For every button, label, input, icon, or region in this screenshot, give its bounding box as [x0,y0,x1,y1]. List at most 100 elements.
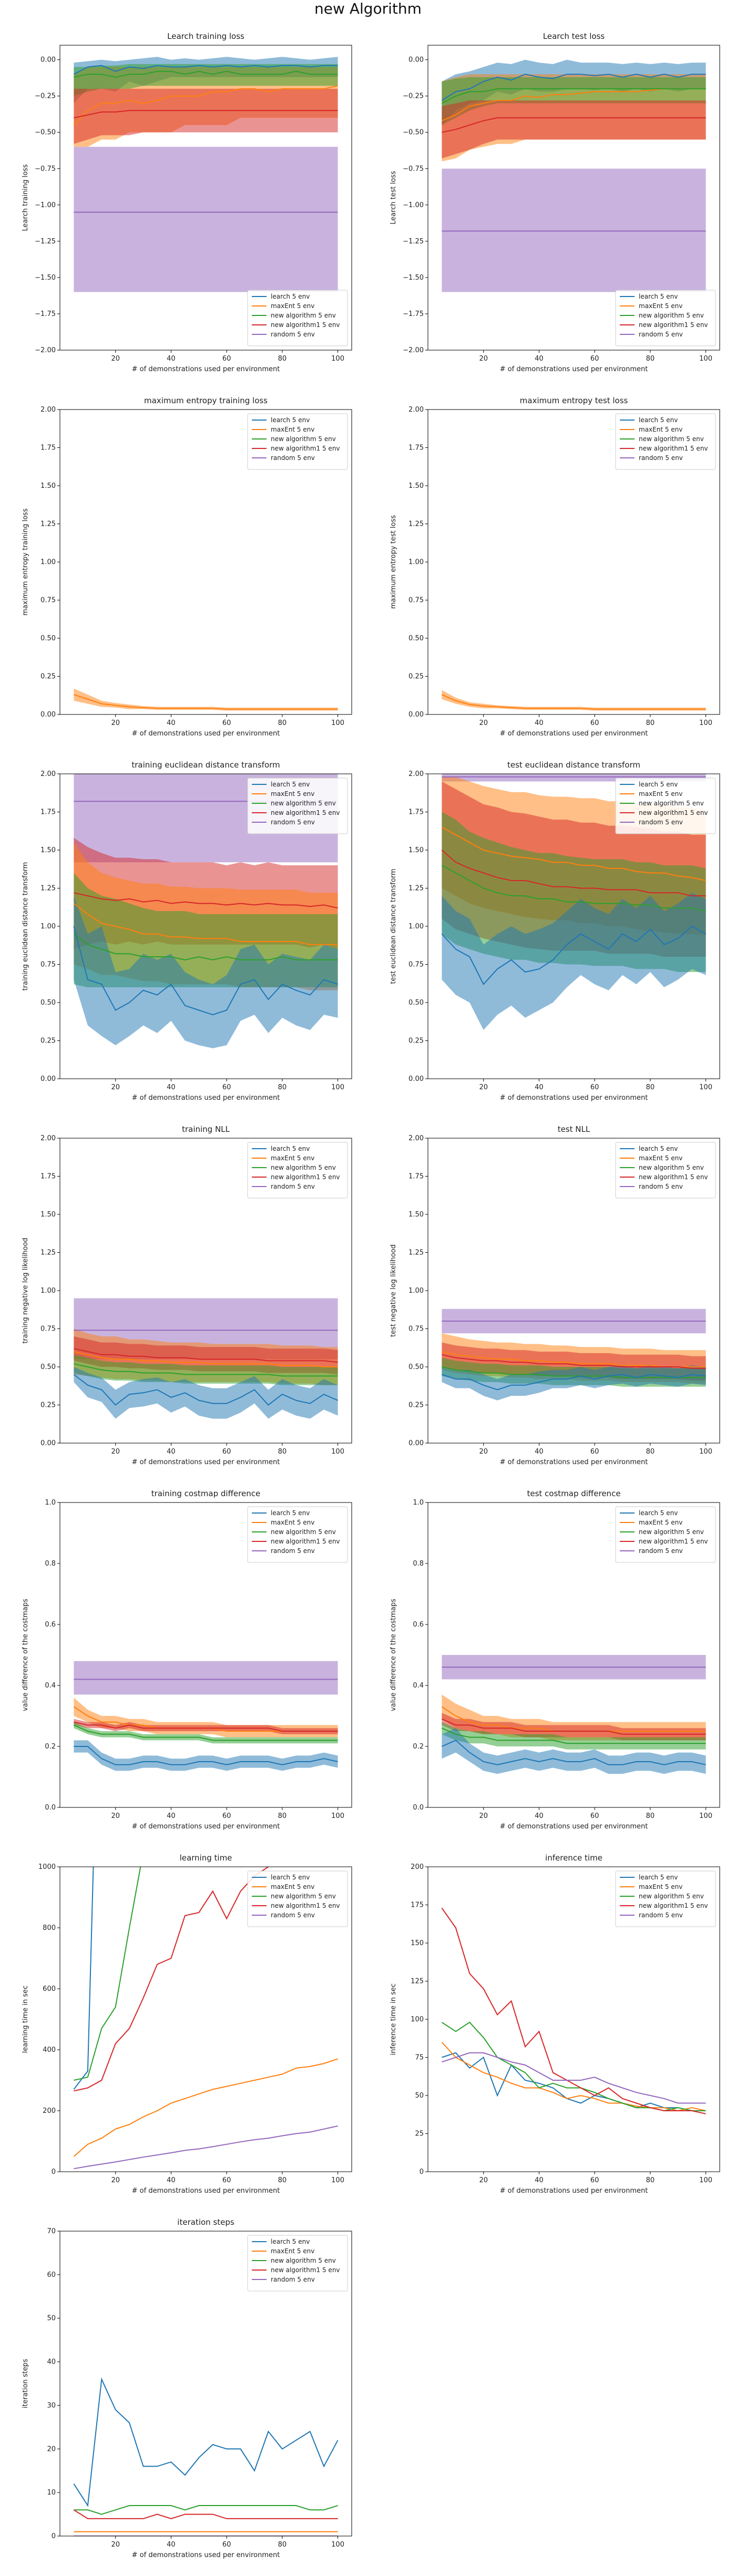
legend-label: new algorithm1 5 env [639,321,708,329]
x-tick-label: 20 [111,355,120,363]
legend-label: learch 5 env [639,1509,678,1517]
y-tick-label: 1.00 [408,923,424,931]
legend-label: maxEnt 5 env [271,426,314,433]
chart-panel-3: maximum entropy test loss 20 40 60 80 100 0.00… [390,396,720,738]
x-tick-label: 60 [590,2176,599,2184]
series-line-new_algorithm1 [441,850,706,896]
x-axis-label: # of demonstrations used per environment [132,2551,280,2559]
series-line-new_algorithm [442,1366,706,1378]
x-axis-label: # of demonstrations used per environment [132,1458,280,1466]
series-line-random [442,2052,706,2104]
x-tick-label: 100 [699,1083,712,1091]
legend-label: new algorithm1 5 env [271,445,340,452]
series-line-new_algorithm [73,933,338,960]
y-tick-label: 0.25 [408,673,424,681]
y-tick-label: 0.00 [408,1075,424,1083]
y-tick-label: 1.0 [45,1499,56,1507]
x-tick-label: 20 [479,2176,488,2184]
series-line-learch [441,74,706,101]
y-tick-label: 0.75 [408,961,424,969]
legend: learch 5 env maxEnt 5 env new algorithm 5 … [615,778,716,834]
chart-panel-0: Learch training loss 20 40 60 80 100 −2.00 −1.7… [22,32,352,373]
x-axis-label: # of demonstrations used per environment [132,730,280,738]
y-tick-label: 125 [411,1978,424,1986]
legend-label: new algorithm1 5 env [271,809,340,816]
x-tick-label: 80 [278,1812,287,1820]
x-tick-label: 40 [535,2176,544,2184]
band-new_algorithm [442,1722,706,1750]
legend-label: random 5 env [271,1911,315,1919]
y-axis-label: Learch test loss [390,171,397,224]
y-tick-label: 200 [411,1863,424,1871]
legend: learch 5 env maxEnt 5 env new algorithm 5 … [615,413,716,470]
series-line-maxEnt [74,694,338,710]
chart-panel-1: Learch test loss 20 40 60 80 100 −2.00 −1.75 −1.… [390,32,720,373]
y-tick-label: 1.00 [40,1287,56,1295]
x-tick-label: 100 [331,355,344,363]
axes-frame [59,1866,352,2172]
x-tick-label: 100 [331,1448,344,1456]
y-tick-label: 0.00 [408,56,424,64]
y-tick-label: 1.50 [40,846,56,854]
y-axis-label: maximum entropy test loss [390,515,397,609]
plot-area [73,57,338,292]
legend-label: new algorithm 5 env [271,1164,336,1171]
series-line-maxEnt [441,694,706,710]
legend-label: new algorithm1 5 env [271,1173,340,1181]
series-line-new_algorithm1 [442,117,706,133]
x-tick-label: 60 [590,1083,599,1091]
x-tick-label: 20 [111,719,120,727]
x-tick-label: 60 [222,1083,231,1091]
legend-label: random 5 env [271,454,315,462]
y-tick-label: −0.25 [35,93,56,100]
series-line-new_algorithm1 [442,1354,706,1369]
y-tick-label: 1.75 [408,444,424,452]
x-tick-label: 80 [646,1812,655,1820]
chart-title: test euclidean distance transform [507,760,640,770]
band-new_algorithm [74,1722,338,1744]
legend-label: random 5 env [639,1547,683,1555]
legend-label: learch 5 env [271,416,310,424]
chart-title: maximum entropy training loss [144,396,268,405]
series-line-random [74,2125,338,2170]
legend-box [247,1506,348,1563]
band-learch [442,893,706,1030]
y-tick-label: 0.8 [45,1560,56,1568]
x-tick-label: 60 [222,719,231,727]
x-axis-label: # of demonstrations used per environment [132,1823,280,1831]
legend-label: random 5 env [271,1183,315,1190]
y-tick-label: 75 [415,2054,424,2062]
legend-label: new algorithm1 5 env [271,1902,340,1909]
legend-label: maxEnt 5 env [639,1883,682,1890]
y-tick-label: 600 [43,1985,56,1993]
y-tick-label: 2.00 [40,406,56,414]
y-tick-label: 0.50 [40,635,56,642]
legend-label: new algorithm1 5 env [639,1538,708,1545]
series-line-maxEnt [73,85,338,126]
y-tick-label: 1.25 [40,885,56,893]
y-axis-label: test negative log likelihood [390,1244,397,1337]
plot-area [441,1907,706,2114]
y-tick-label: 0.25 [408,1037,424,1045]
x-tick-label: 100 [331,1083,344,1091]
y-tick-label: 1.50 [408,482,424,490]
x-tick-label: 60 [590,1448,599,1456]
x-tick-label: 40 [535,719,544,727]
x-tick-label: 20 [479,719,488,727]
series-line-new_algorithm1 [74,1867,269,2092]
y-tick-label: 30 [47,2401,56,2409]
y-tick-label: 0.2 [413,1743,424,1751]
y-tick-label: 0.00 [408,1439,424,1447]
legend-box [247,1142,348,1199]
series-line-learch [441,925,707,985]
legend-label: random 5 env [639,819,683,826]
band-new_algorithm [74,1354,338,1385]
series-line-learch [73,1374,339,1406]
y-tick-label: 0.00 [40,711,56,719]
x-tick-label: 80 [646,1448,655,1456]
series-line-learch [74,1746,338,1765]
legend-label: new algorithm 5 env [639,1528,704,1536]
x-tick-label: 40 [535,1448,544,1456]
y-tick-label: 1.75 [408,1173,424,1181]
